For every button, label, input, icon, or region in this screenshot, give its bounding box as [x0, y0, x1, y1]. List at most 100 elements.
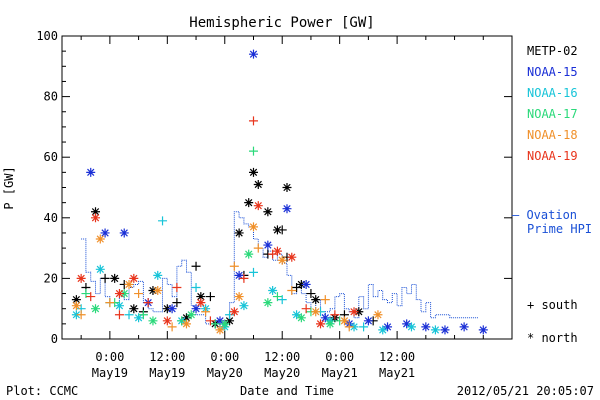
x-tick-time-label: 0:00 — [210, 350, 239, 364]
y-tick-label: 40 — [44, 211, 58, 225]
point-metp-02-north — [129, 304, 139, 314]
point-noaa-15-north — [191, 304, 201, 314]
legend-ovation-label-2: Prime HPI — [527, 222, 592, 236]
legend-south-marker: + south — [527, 298, 578, 312]
legend-noaa-15: NOAA-15 — [527, 65, 578, 79]
point-noaa-15-north — [383, 322, 393, 332]
point-metp-02-north — [282, 183, 292, 192]
point-metp-02-north — [234, 228, 244, 238]
point-noaa-17-north — [186, 310, 196, 320]
point-metp-02-south — [306, 289, 316, 299]
point-noaa-18-north — [153, 286, 163, 296]
point-noaa-18-north — [373, 310, 383, 320]
point-noaa-15-north — [421, 322, 431, 332]
legend-noaa-19: NOAA-19 — [527, 149, 578, 163]
point-noaa-19-south — [248, 116, 258, 126]
point-metp-02-south — [191, 261, 201, 271]
point-noaa-15-north — [86, 167, 96, 177]
point-noaa-16-north — [268, 286, 278, 296]
point-metp-02-south — [172, 298, 182, 308]
x-tick-time-label: 12:00 — [379, 350, 415, 364]
point-noaa-16-south — [124, 310, 134, 320]
point-noaa-19-north — [76, 273, 86, 283]
point-metp-02-north — [148, 286, 158, 296]
point-noaa-18-north — [215, 325, 225, 335]
point-noaa-18-north — [311, 307, 321, 317]
point-noaa-15-north — [402, 319, 412, 329]
point-noaa-15-north — [100, 228, 110, 238]
point-noaa-16-north — [292, 310, 302, 320]
legend-north-marker: * north — [527, 331, 578, 345]
point-noaa-18-south — [253, 243, 263, 253]
legend-metp-02: METP-02 — [527, 44, 578, 58]
point-noaa-16-north — [153, 270, 163, 280]
x-tick-date-label: May20 — [264, 366, 300, 380]
point-metp-02-north — [71, 295, 81, 305]
point-noaa-18-north — [234, 292, 244, 302]
ovation-hpi-series — [81, 211, 479, 328]
point-metp-02-north — [263, 207, 273, 217]
point-noaa-19-south — [114, 310, 124, 320]
point-noaa-15-north — [248, 49, 258, 59]
point-noaa-19-north — [196, 298, 206, 308]
point-noaa-16-south — [359, 322, 369, 332]
point-noaa-19-south — [268, 249, 278, 259]
point-metp-02-south — [292, 282, 302, 292]
point-noaa-19-north — [129, 273, 139, 283]
y-tick-label: 20 — [44, 271, 58, 285]
point-metp-02-north — [354, 307, 364, 317]
y-tick-label: 100 — [36, 29, 58, 43]
point-metp-02-north — [91, 207, 101, 217]
point-metp-02-north — [162, 304, 172, 314]
point-noaa-18-south — [344, 322, 354, 332]
point-noaa-18-south — [167, 322, 177, 332]
point-noaa-15-north — [263, 240, 273, 250]
point-noaa-19-north — [349, 307, 359, 317]
point-metp-02-north — [244, 198, 254, 208]
x-axis: 0:00 May19 12:00 May19 0:00 May20 12:00 May20 0:… — [80, 36, 513, 380]
chart-title: Hemispheric Power [GW] — [189, 15, 374, 31]
point-noaa-18-south — [105, 298, 115, 308]
point-noaa-19-north — [229, 307, 239, 317]
point-noaa-18-south — [134, 289, 144, 299]
point-noaa-19-south — [86, 292, 96, 302]
point-noaa-17-south — [272, 292, 282, 302]
x-tick-date-label: May19 — [92, 366, 128, 380]
x-tick-time-label: 0:00 — [325, 350, 354, 364]
point-noaa-18-south — [320, 295, 330, 305]
y-axis: 0 20 40 60 80 100 — [36, 29, 512, 346]
x-tick-date-label: May20 — [207, 366, 243, 380]
point-noaa-17-north — [148, 316, 158, 326]
point-noaa-19-south — [143, 298, 153, 308]
point-noaa-17-north — [263, 298, 273, 308]
point-metp-02-north — [311, 295, 321, 305]
point-noaa-16-north — [378, 325, 388, 335]
legend-noaa-17: NOAA-17 — [527, 107, 578, 121]
point-metp-02-south — [100, 273, 110, 283]
ovation-hpi-line — [81, 211, 479, 328]
legend-noaa-18: NOAA-18 — [527, 128, 578, 142]
scatter-points — [71, 49, 488, 335]
point-noaa-17-south — [138, 310, 148, 320]
point-noaa-18-north — [248, 222, 258, 232]
point-noaa-15-north — [167, 304, 177, 314]
x-tick-time-label: 12:00 — [264, 350, 300, 364]
plot-credit: Plot: CCMC — [6, 384, 78, 398]
y-tick-label: 80 — [44, 90, 58, 104]
point-noaa-18-south — [201, 307, 211, 317]
point-noaa-15-north — [478, 325, 488, 335]
point-noaa-16-south — [191, 282, 201, 292]
point-metp-02-south — [205, 292, 215, 302]
point-noaa-18-north — [95, 234, 105, 244]
point-noaa-16-north — [406, 322, 416, 332]
point-noaa-19-north — [253, 201, 263, 211]
point-noaa-17-north — [325, 319, 335, 329]
point-noaa-17-south — [248, 146, 258, 156]
y-axis-label: P [GW] — [2, 166, 16, 209]
point-noaa-15-north — [320, 313, 330, 323]
point-noaa-16-north — [71, 310, 81, 320]
point-noaa-17-north — [296, 313, 306, 323]
point-noaa-18-south — [76, 310, 86, 320]
x-tick-time-label: 0:00 — [95, 350, 124, 364]
